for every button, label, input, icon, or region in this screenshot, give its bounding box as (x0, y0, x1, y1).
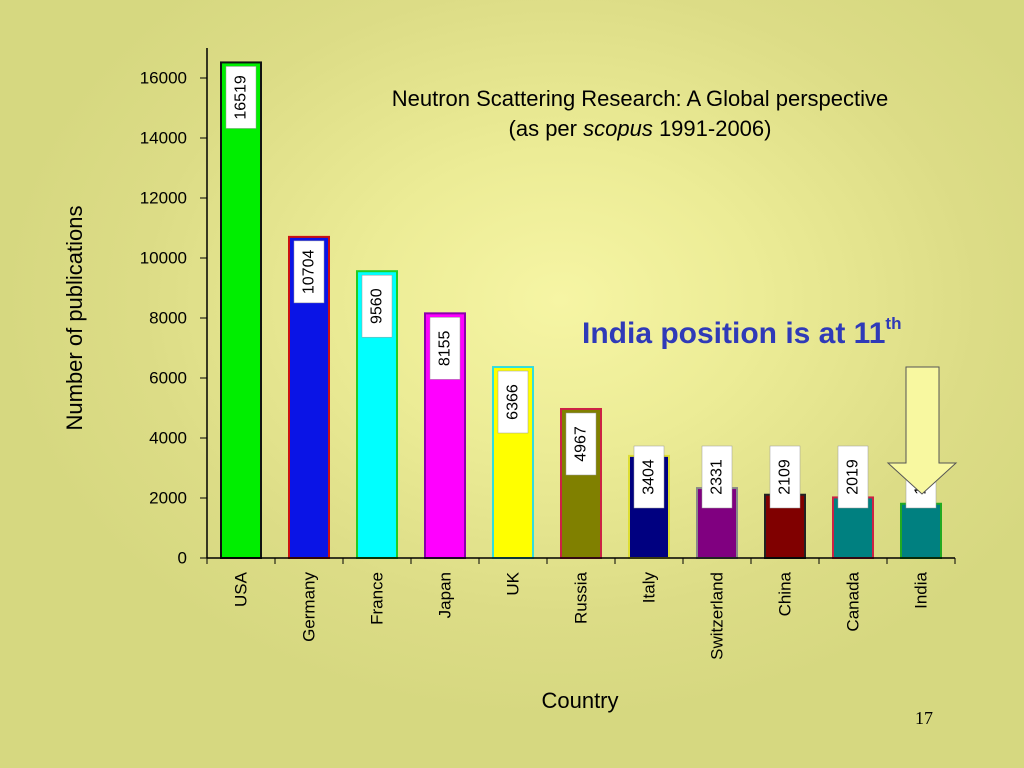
value-text: 2019 (845, 459, 862, 495)
y-tick-label: 10000 (140, 249, 187, 268)
value-label-usa: 16519 (225, 66, 257, 129)
value-label-russia: 4967 (565, 412, 597, 476)
y-tick-label: 12000 (140, 189, 187, 208)
x-tick-label: Switzerland (708, 572, 727, 660)
value-label-germany: 10704 (293, 240, 325, 304)
title-line-1: Neutron Scattering Research: A Global pe… (391, 86, 889, 111)
x-tick-label: China (776, 571, 795, 616)
value-label-china: 2109 (769, 445, 801, 509)
x-tick-label: UK (504, 571, 523, 595)
page-number: 17 (915, 708, 933, 728)
bar-india (900, 502, 942, 560)
value-text: 2109 (777, 459, 794, 495)
value-text: 10704 (301, 250, 318, 295)
y-tick-label: 0 (178, 549, 187, 568)
chart-title: Neutron Scattering Research: A Global pe… (300, 84, 980, 144)
down-arrow-icon (886, 366, 958, 495)
x-tick-label: Japan (436, 572, 455, 618)
value-text: 6366 (505, 384, 522, 420)
y-tick-label: 8000 (149, 309, 187, 328)
value-text: 3404 (641, 459, 658, 495)
y-tick-label: 14000 (140, 129, 187, 148)
y-tick-label: 6000 (149, 369, 187, 388)
bar-usa (220, 61, 262, 560)
value-text: 9560 (369, 288, 386, 324)
x-tick-label: Italy (640, 572, 659, 604)
title-line-2: (as per scopus 1991-2006) (508, 116, 772, 141)
value-text: 8155 (437, 330, 454, 366)
y-tick-label: 16000 (140, 69, 187, 88)
value-label-france: 9560 (361, 274, 393, 338)
value-label-japan: 8155 (429, 317, 461, 380)
value-text: 16519 (233, 75, 250, 120)
y-tick-label: 2000 (149, 489, 187, 508)
x-tick-label: Canada (844, 571, 863, 631)
value-label-switzerland: 2331 (701, 445, 733, 509)
value-label-canada: 2019 (837, 445, 869, 509)
x-tick-label: Russia (572, 571, 591, 624)
value-label-italy: 3404 (633, 445, 665, 509)
x-tick-label: USA (232, 571, 251, 607)
x-axis-title: Country (541, 688, 618, 713)
x-tick-label: Germany (300, 572, 319, 642)
india-position-callout: India position is at 11th (582, 314, 902, 350)
x-tick-label: France (368, 572, 387, 625)
value-text: 2331 (709, 459, 726, 495)
y-tick-label: 4000 (149, 429, 187, 448)
x-tick-label: India (912, 571, 931, 608)
value-label-uk: 6366 (497, 370, 529, 434)
y-axis-title: Number of publications (62, 205, 87, 430)
value-text: 4967 (573, 426, 590, 462)
